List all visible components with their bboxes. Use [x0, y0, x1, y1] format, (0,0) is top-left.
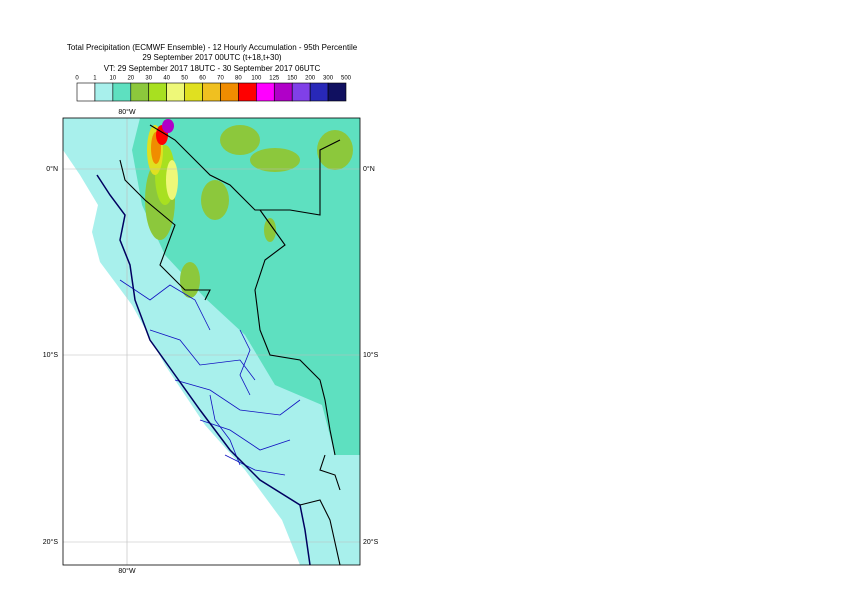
colorbar-label: 0 — [75, 76, 79, 82]
colorbar-label: 500 — [341, 76, 352, 82]
colorbar-label: 70 — [217, 76, 224, 82]
map — [63, 118, 360, 565]
colorbar-label: 50 — [181, 76, 188, 82]
lat-label: 10°S — [43, 351, 59, 359]
colorbar-box — [76, 82, 96, 102]
lon-label: 80°W — [118, 567, 136, 575]
colorbar-label: 40 — [163, 76, 170, 82]
colorbar-label: 30 — [145, 76, 152, 82]
colorbar-box — [273, 82, 293, 102]
colorbar-box — [130, 82, 150, 102]
title: Total Precipitation (ECMWF Ensemble) - 1… — [67, 43, 358, 52]
colorbar-label: 60 — [199, 76, 206, 82]
lat-label: 20°S — [43, 538, 59, 546]
colorbar-label: 10 — [110, 76, 117, 82]
valid-time: VT: 29 September 2017 18UTC - 30 Septemb… — [104, 64, 321, 73]
colorbar-box — [327, 82, 347, 102]
colorbar-box — [166, 82, 185, 102]
colorbar-box — [291, 82, 311, 102]
colorbar-box — [112, 82, 132, 102]
colorbar-box — [309, 82, 329, 102]
lat-label: 20°S — [363, 538, 379, 546]
colorbar-label: 1 — [93, 76, 97, 82]
run-time: 29 September 2017 00UTC (t+18,t+30) — [142, 53, 282, 62]
map-frame — [62, 117, 361, 566]
colorbar-box — [238, 82, 257, 102]
colorbar-box — [148, 82, 167, 102]
colorbar-box — [220, 82, 239, 102]
colorbar-label: 125 — [269, 76, 280, 82]
colorbar-label: 150 — [287, 76, 298, 82]
colorbar-label: 80 — [235, 76, 242, 82]
lon-label: 80°W — [118, 108, 136, 116]
colorbar-box — [202, 82, 221, 102]
colorbar-box — [256, 82, 275, 102]
colorbar-label: 20 — [127, 76, 134, 82]
colorbar-label: 300 — [323, 76, 334, 82]
colorbar-box — [94, 82, 114, 102]
lat-label: 0°N — [46, 165, 58, 173]
lat-label: 0°N — [363, 165, 375, 173]
colorbar-label: 100 — [251, 76, 262, 82]
colorbar: 0 1 10 20 30 40 50 60 70 80 100 125 150 200 300 500 — [75, 76, 352, 102]
colorbar-label: 200 — [305, 76, 316, 82]
colorbar-box — [184, 82, 203, 102]
lat-label: 10°S — [363, 351, 379, 359]
